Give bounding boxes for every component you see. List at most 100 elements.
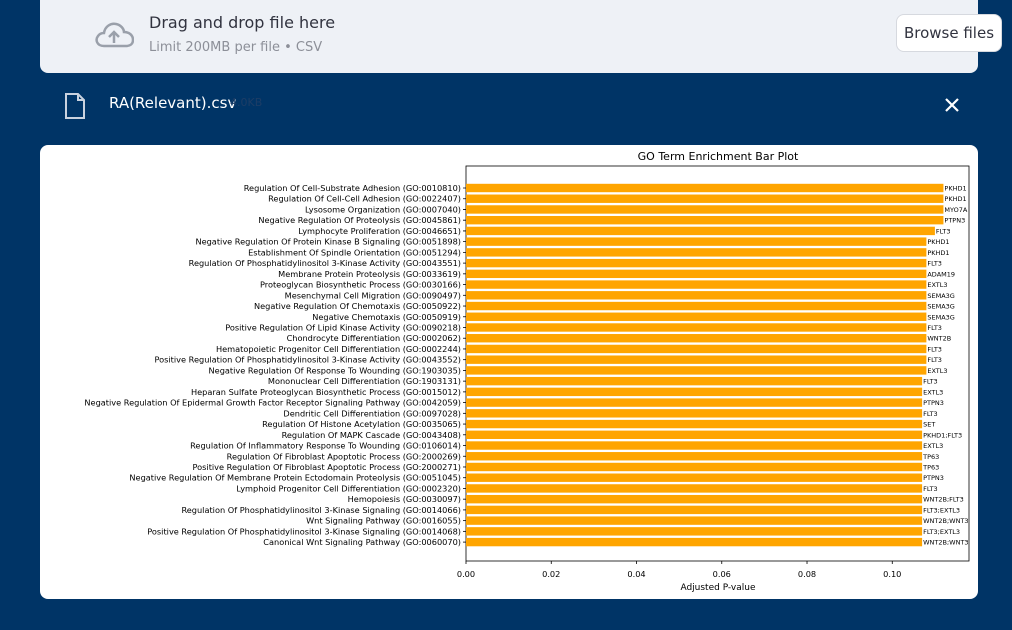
- x-tick-label: 0.04: [627, 569, 645, 579]
- y-tick-label: Regulation Of Cell-Substrate Adhesion (G…: [244, 183, 461, 193]
- bar-label: TP63: [922, 463, 939, 471]
- bar-label: WNT2B: [927, 335, 951, 343]
- bar: [466, 537, 923, 547]
- y-tick-label: Mesenchymal Cell Migration (GO:0090497): [285, 290, 461, 300]
- bar: [466, 194, 944, 203]
- y-tick-label: Negative Regulation Of Protein Kinase B …: [195, 237, 461, 247]
- bar-label: PKHD1: [944, 195, 966, 203]
- bar: [466, 452, 923, 461]
- bar-label: PKHD1;FLT3: [923, 431, 962, 439]
- y-tick-label: Positive Regulation Of Lipid Kinase Acti…: [225, 322, 461, 332]
- bar-label: SEMA3G: [927, 313, 954, 321]
- bar: [466, 280, 927, 289]
- y-tick-label: Proteoglycan Biosynthetic Process (GO:00…: [260, 280, 461, 290]
- bar: [466, 376, 923, 386]
- browse-files-button[interactable]: Browse files: [896, 14, 1002, 52]
- file-icon: [65, 93, 85, 119]
- y-tick-label: Lymphocyte Proliferation (GO:0046651): [298, 226, 461, 236]
- bar-label: FLT3: [927, 345, 942, 353]
- bar-label: FLT3: [927, 356, 942, 364]
- dropzone-limit-text: Limit 200MB per file • CSV: [149, 40, 323, 55]
- y-tick-label: Wnt Signaling Pathway (GO:0016055): [306, 516, 461, 526]
- y-tick-label: Negative Regulation Of Proteolysis (GO:0…: [258, 215, 461, 225]
- bar: [466, 398, 923, 407]
- bar-label: ADAM19: [927, 270, 955, 278]
- y-tick-label: Positive Regulation Of Phosphatidylinosi…: [147, 526, 461, 536]
- y-tick-label: Positive Regulation Of Fibroblast Apopto…: [193, 462, 462, 472]
- bar-label: FLT3;EXTL3: [923, 506, 960, 514]
- bar: [466, 323, 927, 332]
- bar-label: WNT2B;WNT3: [923, 517, 968, 525]
- bar-label: FLT3: [927, 260, 942, 268]
- bar: [466, 505, 923, 515]
- y-tick-label: Lysosome Organization (GO:0007040): [305, 204, 461, 214]
- dropzone-title: Drag and drop file here: [149, 13, 336, 32]
- bar-label: FLT3: [927, 324, 942, 332]
- x-tick-label: 0.02: [542, 569, 560, 579]
- file-uploader-dropzone[interactable]: Drag and drop file here Limit 200MB per …: [40, 0, 1002, 73]
- cloud-upload-icon: [95, 22, 134, 48]
- bar: [466, 516, 923, 525]
- bar: [466, 409, 923, 418]
- bar: [466, 527, 923, 536]
- y-tick-label: Establishment Of Spindle Orientation (GO…: [248, 247, 461, 257]
- bar: [466, 441, 923, 450]
- y-tick-label: Heparan Sulfate Proteoglycan Biosyntheti…: [191, 387, 461, 397]
- go-enrichment-bar-chart: GO Term Enrichment Bar Plot Adjusted P-v…: [84, 150, 970, 593]
- y-tick-label: Regulation Of Phosphatidylinositol 3-Kin…: [181, 505, 461, 515]
- bar: [466, 473, 923, 482]
- bar-label: TP63: [922, 453, 939, 461]
- y-tick-label: Negative Regulation Of Epidermal Growth …: [84, 398, 461, 408]
- bar: [466, 291, 927, 300]
- y-tick-label: Canonical Wnt Signaling Pathway (GO:0060…: [263, 537, 461, 547]
- y-tick-label: Regulation Of Fibroblast Apoptotic Proce…: [227, 451, 461, 461]
- y-tick-label: Chondrocyte Differentiation (GO:0002062): [287, 333, 461, 343]
- x-tick-label: 0.06: [713, 569, 731, 579]
- bar: [466, 430, 923, 439]
- bar: [466, 366, 927, 375]
- bar: [466, 258, 927, 268]
- uploaded-file-size: 4.0KB: [230, 96, 263, 109]
- x-tick-label: 0.00: [457, 569, 475, 579]
- bar-label: PKHD1: [927, 238, 949, 246]
- y-tick-label: Regulation Of MAPK Cascade (GO:0043408): [282, 430, 461, 440]
- bar-label: PTPN3: [923, 474, 944, 482]
- bar: [466, 334, 927, 343]
- y-tick-label: Hematopoietic Progenitor Cell Differenti…: [216, 344, 461, 354]
- bar: [466, 312, 927, 321]
- chart-card: GO Term Enrichment Bar Plot Adjusted P-v…: [40, 145, 978, 599]
- bar-label: PTPN3: [923, 399, 944, 407]
- bar-label: FLT3: [923, 378, 938, 386]
- y-tick-label: Hemopoiesis (GO:0030097): [348, 494, 461, 504]
- y-tick-label: Negative Regulation Of Membrane Protein …: [129, 473, 461, 483]
- y-tick-label: Negative Regulation Of Chemotaxis (GO:00…: [254, 301, 461, 311]
- bar: [466, 248, 927, 257]
- y-tick-label: Lymphoid Progenitor Cell Differentiation…: [236, 483, 461, 493]
- bar: [466, 301, 927, 311]
- bar-label: SET: [923, 421, 935, 429]
- y-tick-label: Regulation Of Inflammatory Response To W…: [190, 441, 461, 451]
- bar-label: PKHD1: [927, 249, 949, 257]
- bar: [466, 494, 923, 504]
- uploaded-file-name: RA(Relevant).csv: [109, 94, 237, 112]
- bar: [466, 226, 935, 236]
- bar: [466, 344, 927, 354]
- chart-title: GO Term Enrichment Bar Plot: [638, 150, 799, 163]
- bar-label: EXTL3: [923, 442, 943, 450]
- bar-label: FLT3: [923, 410, 938, 418]
- bar-label: FLT3;EXTL3: [923, 528, 960, 536]
- bar-label: SEMA3G: [927, 303, 954, 311]
- y-tick-label: Positive Regulation Of Phosphatidylinosi…: [154, 355, 461, 365]
- bar: [466, 419, 923, 429]
- bar: [466, 237, 927, 246]
- bar-label: SEMA3G: [927, 292, 954, 300]
- bar-label: FLT3: [923, 485, 938, 493]
- bar: [466, 215, 944, 225]
- bar-label: PTPN3: [944, 217, 965, 225]
- y-tick-label: Negative Regulation Of Response To Wound…: [209, 365, 461, 375]
- bar-label: FLT3: [936, 227, 951, 235]
- bar-label: MYO7A: [944, 206, 967, 214]
- uploaded-file-row: RA(Relevant).csv 4.0KB: [40, 86, 978, 126]
- y-tick-label: Regulation Of Phosphatidylinositol 3-Kin…: [189, 258, 461, 268]
- close-icon[interactable]: [942, 95, 962, 115]
